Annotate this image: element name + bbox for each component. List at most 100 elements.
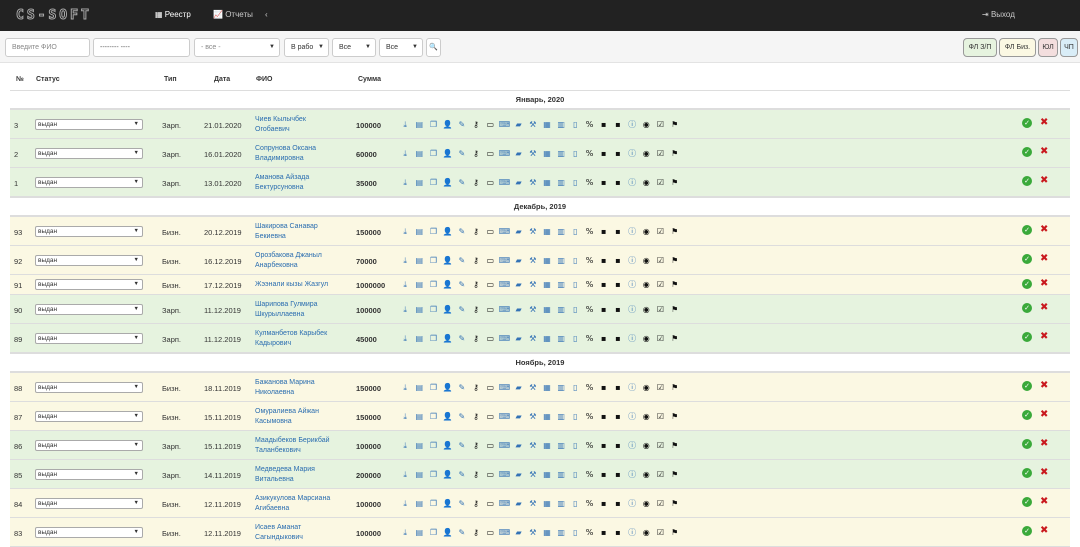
calendar-icon[interactable]: ▥ [557, 528, 565, 537]
user-plus-icon[interactable]: 👤 [442, 227, 453, 236]
collapse-toggle[interactable]: ‹ [265, 10, 268, 19]
download-icon[interactable]: ⤓ [403, 305, 407, 314]
doc-icon[interactable]: ▤ [415, 227, 424, 236]
approve-icon[interactable]: ✓ [1022, 254, 1032, 264]
percent-icon[interactable]: % [585, 149, 594, 158]
doc-icon[interactable]: ▤ [415, 120, 424, 129]
approve-icon[interactable]: ✓ [1022, 439, 1032, 449]
key-icon[interactable]: ⚷ [473, 149, 479, 158]
book-icon[interactable]: ▰ [515, 178, 522, 187]
suitcase-icon[interactable]: ▪ [615, 120, 621, 129]
doc-icon[interactable]: ▤ [415, 149, 424, 158]
row-fio-link[interactable]: Медведева Мария Витальевна [255, 466, 315, 483]
suitcase-icon[interactable]: ▪ [615, 334, 621, 343]
work-select[interactable]: В рабо ▼ [284, 38, 329, 57]
download-icon[interactable]: ⤓ [403, 120, 407, 129]
calendar-icon[interactable]: ▥ [557, 441, 565, 450]
flag-icon[interactable]: ⚑ [671, 149, 679, 158]
date-input[interactable]: -------- ---- [93, 38, 190, 57]
user-plus-icon[interactable]: 👤 [442, 441, 453, 450]
flag-icon[interactable]: ⚑ [671, 280, 679, 289]
flag-icon[interactable]: ⚑ [671, 227, 679, 236]
user-plus-icon[interactable]: 👤 [442, 528, 453, 537]
download-icon[interactable]: ⤓ [403, 149, 407, 158]
download-icon[interactable]: ⤓ [403, 528, 407, 537]
copy-icon[interactable]: ❐ [429, 412, 438, 421]
download-icon[interactable]: ⤓ [403, 383, 407, 392]
briefcase-icon[interactable]: ▪ [601, 280, 607, 289]
doc-icon[interactable]: ▤ [415, 256, 424, 265]
briefcase-icon[interactable]: ▪ [601, 120, 607, 129]
download-icon[interactable]: ⤓ [403, 178, 407, 187]
copy-icon[interactable]: ❐ [429, 305, 438, 314]
doc-icon[interactable]: ▤ [415, 383, 424, 392]
suitcase-icon[interactable]: ▪ [615, 383, 621, 392]
flag-icon[interactable]: ⚑ [671, 305, 679, 314]
delete-icon[interactable]: ✖ [1040, 409, 1049, 420]
status-select[interactable]: выдан ▼ [35, 527, 143, 538]
laptop-icon[interactable]: ⌨ [498, 441, 511, 450]
book-icon[interactable]: ▰ [515, 227, 522, 236]
gavel-icon[interactable]: ⚒ [529, 441, 537, 450]
cat-chp[interactable]: ЧП [1060, 38, 1078, 57]
doc-icon[interactable]: ▤ [415, 334, 424, 343]
approve-icon[interactable]: ✓ [1022, 303, 1032, 313]
laptop-icon[interactable]: ⌨ [498, 499, 511, 508]
row-fio-link[interactable]: Аманова Айзада Бектурсуновна [255, 174, 310, 191]
suitcase-icon[interactable]: ▪ [615, 499, 621, 508]
table-icon[interactable]: ▦ [543, 528, 551, 537]
status-select[interactable]: выдан ▼ [35, 304, 143, 315]
doc-icon[interactable]: ▤ [415, 470, 424, 479]
info-icon[interactable]: ⓘ [628, 280, 637, 289]
doc-icon[interactable]: ▤ [415, 499, 424, 508]
delete-icon[interactable]: ✖ [1040, 253, 1049, 264]
approve-icon[interactable]: ✓ [1022, 497, 1032, 507]
book-icon[interactable]: ▰ [515, 149, 522, 158]
laptop-icon[interactable]: ⌨ [498, 120, 511, 129]
search-button[interactable]: 🔍 [426, 38, 441, 57]
download-icon[interactable]: ⤓ [403, 280, 407, 289]
row-fio-link[interactable]: Орозбакова Джаныл Анарбековна [255, 252, 322, 269]
check-square-icon[interactable]: ☑ [656, 227, 665, 236]
approve-icon[interactable]: ✓ [1022, 332, 1032, 342]
user-plus-icon[interactable]: 👤 [442, 256, 453, 265]
key-icon[interactable]: ⚷ [473, 383, 479, 392]
eye-icon[interactable]: ◉ [642, 499, 650, 508]
flag-icon[interactable]: ⚑ [671, 383, 679, 392]
flag-icon[interactable]: ⚑ [671, 470, 679, 479]
flag-icon[interactable]: ⚑ [671, 120, 679, 129]
suitcase-icon[interactable]: ▪ [615, 528, 621, 537]
suitcase-icon[interactable]: ▪ [615, 256, 621, 265]
copy-icon[interactable]: ❐ [429, 280, 438, 289]
copy-icon[interactable]: ❐ [429, 227, 438, 236]
info-icon[interactable]: ⓘ [628, 441, 637, 450]
status-select[interactable]: выдан ▼ [35, 148, 143, 159]
eye-icon[interactable]: ◉ [642, 256, 650, 265]
approve-icon[interactable]: ✓ [1022, 176, 1032, 186]
suitcase-icon[interactable]: ▪ [615, 412, 621, 421]
approve-icon[interactable]: ✓ [1022, 410, 1032, 420]
download-icon[interactable]: ⤓ [403, 412, 407, 421]
status-select[interactable]: выдан ▼ [35, 411, 143, 422]
row-fio-link[interactable]: Сопрунова Оксана Владимировна [255, 145, 317, 162]
file-icon[interactable]: ▯ [573, 441, 578, 450]
edit-icon[interactable]: ✎ [458, 334, 466, 343]
row-fio-link[interactable]: Жээнали кызы Жазгул [255, 281, 329, 288]
calendar-icon[interactable]: ▥ [557, 120, 565, 129]
laptop-icon[interactable]: ⌨ [498, 470, 511, 479]
delete-icon[interactable]: ✖ [1040, 331, 1049, 342]
key-icon[interactable]: ⚷ [473, 120, 479, 129]
info-icon[interactable]: ⓘ [628, 178, 637, 187]
cat-ul[interactable]: ЮЛ [1038, 38, 1058, 57]
status-select[interactable]: выдан ▼ [35, 440, 143, 451]
status-select[interactable]: - все - ▼ [194, 38, 280, 57]
table-icon[interactable]: ▦ [543, 227, 551, 236]
eye-icon[interactable]: ◉ [642, 383, 650, 392]
user-plus-icon[interactable]: 👤 [442, 499, 453, 508]
file-icon[interactable]: ▯ [573, 256, 578, 265]
edit-icon[interactable]: ✎ [458, 441, 466, 450]
gavel-icon[interactable]: ⚒ [529, 120, 537, 129]
copy-icon[interactable]: ❐ [429, 149, 438, 158]
briefcase-icon[interactable]: ▪ [601, 441, 607, 450]
calendar-icon[interactable]: ▥ [557, 383, 565, 392]
